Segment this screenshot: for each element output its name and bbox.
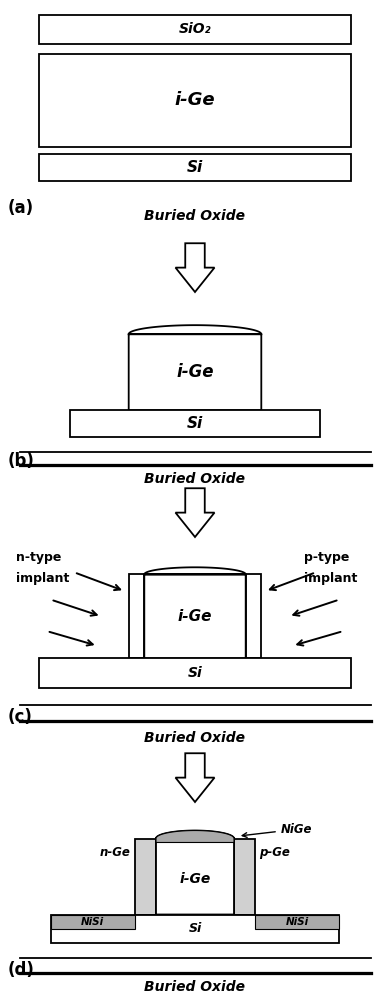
Text: NiSi: NiSi	[286, 917, 309, 927]
Bar	[39, 154, 351, 181]
Text: NiSi: NiSi	[81, 917, 104, 927]
Text: i-Ge: i-Ge	[175, 91, 215, 109]
Polygon shape	[129, 325, 261, 410]
Bar	[234, 838, 255, 914]
Text: Si: Si	[187, 416, 203, 431]
Bar	[246, 574, 261, 658]
Text: n-type: n-type	[16, 551, 61, 564]
Bar	[39, 54, 351, 147]
Text: SiO₂: SiO₂	[179, 22, 211, 36]
Polygon shape	[176, 753, 214, 802]
Text: (d): (d)	[8, 961, 35, 979]
Text: Si: Si	[188, 666, 202, 680]
Polygon shape	[51, 914, 339, 943]
Bar	[255, 914, 339, 929]
Polygon shape	[156, 831, 234, 842]
Text: (a): (a)	[8, 199, 34, 217]
Text: Buried Oxide: Buried Oxide	[145, 472, 245, 486]
Text: i-Ge: i-Ge	[176, 363, 214, 381]
Text: p-type: p-type	[304, 551, 349, 564]
Text: Buried Oxide: Buried Oxide	[145, 731, 245, 745]
Text: p-Ge: p-Ge	[259, 846, 290, 859]
Polygon shape	[70, 410, 320, 437]
Text: i-Ge: i-Ge	[178, 609, 212, 624]
Bar	[39, 15, 351, 44]
Text: Si: Si	[187, 160, 203, 175]
Text: implant: implant	[304, 572, 358, 585]
Text: (c): (c)	[8, 708, 33, 726]
Bar	[135, 838, 156, 914]
Text: i-Ge: i-Ge	[179, 872, 211, 886]
Polygon shape	[176, 488, 214, 537]
Polygon shape	[39, 658, 351, 688]
Text: Buried Oxide: Buried Oxide	[145, 209, 245, 223]
Text: implant: implant	[16, 572, 69, 585]
Polygon shape	[156, 831, 234, 914]
Bar	[129, 574, 144, 658]
Polygon shape	[144, 567, 246, 658]
Text: Buried Oxide: Buried Oxide	[145, 980, 245, 994]
Text: NiGe: NiGe	[242, 823, 312, 837]
Polygon shape	[176, 243, 214, 292]
Text: (b): (b)	[8, 452, 35, 471]
Text: Si: Si	[188, 922, 202, 935]
Bar	[51, 914, 135, 929]
Text: n-Ge: n-Ge	[100, 846, 131, 859]
